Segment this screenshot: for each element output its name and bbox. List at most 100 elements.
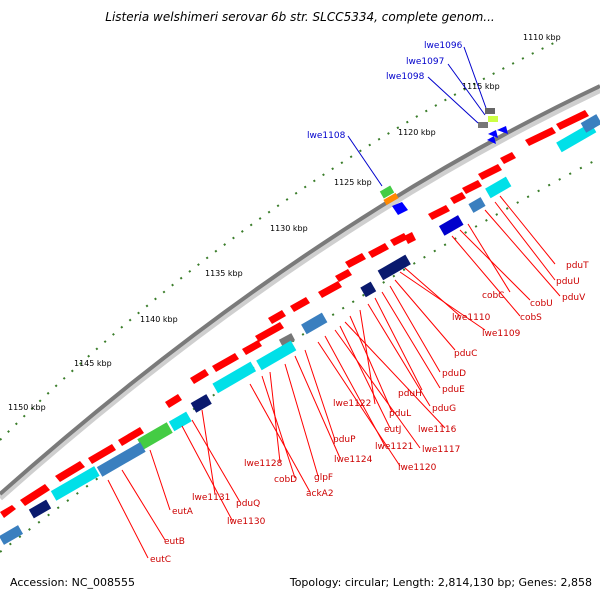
tick-label: 1150 kbp xyxy=(8,403,46,412)
gene-label-lwe1128[interactable]: lwe1128 xyxy=(244,459,283,469)
tick-labels: 1110 kbp 1115 kbp 1120 kbp 1125 kbp 1130… xyxy=(8,33,561,412)
gene-block[interactable] xyxy=(485,176,512,199)
gene-arrow[interactable] xyxy=(525,127,556,146)
gene-label-pduV[interactable]: pduV xyxy=(562,293,586,303)
gene-block[interactable] xyxy=(212,361,257,394)
gene-arrow[interactable] xyxy=(500,152,516,164)
gene-arrow[interactable] xyxy=(368,243,389,258)
gene-block[interactable] xyxy=(28,499,52,519)
gene-block[interactable] xyxy=(96,442,146,477)
genome-title: Listeria welshimeri serovar 6b str. SLCC… xyxy=(105,10,495,24)
gene-label-lwe1116[interactable]: lwe1116 xyxy=(418,425,457,435)
gene-arrow[interactable] xyxy=(290,297,310,312)
gene-arrow[interactable] xyxy=(20,484,50,506)
gene-label-eutC[interactable]: eutC xyxy=(150,555,171,565)
gene-label-pduC[interactable]: pduC xyxy=(454,349,477,359)
gene-arrow[interactable] xyxy=(404,232,416,244)
tick-label: 1135 kbp xyxy=(205,269,243,278)
tick-label: 1145 kbp xyxy=(74,359,112,368)
red-gene-labels: pduT pduU pduV cobC cobU cobS lwe1110 lw… xyxy=(150,261,589,565)
gene-arrow[interactable] xyxy=(255,322,284,342)
gene-block[interactable] xyxy=(256,340,297,371)
gene-small-arrow[interactable] xyxy=(488,130,498,138)
gene-gray[interactable] xyxy=(278,333,296,347)
gene-label-eutB[interactable]: eutB xyxy=(164,537,185,547)
gene-label-lwe1130[interactable]: lwe1130 xyxy=(227,517,266,527)
gene-label-ackA2[interactable]: ackA2 xyxy=(306,489,334,499)
gene-label-cobU[interactable]: cobU xyxy=(530,299,553,309)
gene-arrow[interactable] xyxy=(345,253,366,268)
red-leader-lines xyxy=(107,195,561,559)
gene-label-pduP[interactable]: pduP xyxy=(333,435,356,445)
gene-block[interactable] xyxy=(190,394,212,413)
gene-label-lwe1121[interactable]: lwe1121 xyxy=(375,442,413,452)
gene-label-pduD[interactable]: pduD xyxy=(442,369,466,379)
gene-arrow[interactable] xyxy=(462,180,482,194)
gene-small-arrow[interactable] xyxy=(497,126,508,134)
gene-label-glpF[interactable]: glpF xyxy=(314,473,333,483)
gene-block[interactable] xyxy=(0,525,24,545)
gene-arrow[interactable] xyxy=(212,353,239,372)
gene-label-lwe1109[interactable]: lwe1109 xyxy=(482,329,521,339)
gene-arrow[interactable] xyxy=(450,192,466,204)
gene-lwe1108-orange[interactable] xyxy=(383,192,399,206)
gene-label-lwe1122[interactable]: lwe1122 xyxy=(333,399,371,409)
gene-block[interactable] xyxy=(50,466,100,501)
gene-label-pduT[interactable]: pduT xyxy=(566,261,589,271)
gene-arrow[interactable] xyxy=(190,369,209,384)
gene-label-pduU[interactable]: pduU xyxy=(556,277,580,287)
gene-block[interactable] xyxy=(580,114,600,133)
gene-arrow[interactable] xyxy=(165,394,182,408)
gene-block[interactable] xyxy=(468,197,486,213)
gene-lwe1098[interactable] xyxy=(478,122,488,128)
gene-block[interactable] xyxy=(377,254,411,281)
tick-label: 1140 kbp xyxy=(140,315,178,324)
gene-label-pduH[interactable]: pduH xyxy=(398,389,422,399)
gene-block[interactable] xyxy=(438,215,464,236)
gene-label-cobS[interactable]: cobS xyxy=(520,313,542,323)
accession-text: Accession: NC_008555 xyxy=(10,576,136,589)
gene-label-pduG[interactable]: pduG xyxy=(432,404,456,414)
gene-arrow[interactable] xyxy=(556,110,589,130)
gene-arrow[interactable] xyxy=(478,164,502,180)
gene-label-pduQ[interactable]: pduQ xyxy=(236,499,260,509)
gene-block[interactable] xyxy=(360,281,377,298)
gene-arrow[interactable] xyxy=(318,281,342,298)
gene-green[interactable] xyxy=(137,422,173,450)
gene-label-pduE[interactable]: pduE xyxy=(442,385,465,395)
gene-lwe1108-green[interactable] xyxy=(379,185,395,199)
gene-label-eutJ[interactable]: eutJ xyxy=(384,425,401,435)
gene-lwe1097[interactable] xyxy=(488,116,498,122)
gene-lwe1096[interactable] xyxy=(485,108,495,114)
gene-label-cobD[interactable]: cobD xyxy=(274,475,297,485)
gene-label-cobC[interactable]: cobC xyxy=(482,291,504,301)
gene-label-lwe1110[interactable]: lwe1110 xyxy=(452,313,491,323)
gene-label-lwe1097[interactable]: lwe1097 xyxy=(406,57,444,67)
gene-label-lwe1117[interactable]: lwe1117 xyxy=(422,445,460,455)
gene-arrow[interactable] xyxy=(268,310,286,324)
gene-arrow[interactable] xyxy=(335,269,352,282)
gene-label-lwe1108[interactable]: lwe1108 xyxy=(307,131,346,141)
gene-arrow[interactable] xyxy=(428,205,450,220)
gene-lwe1108-arrow[interactable] xyxy=(392,202,408,215)
gene-label-lwe1124[interactable]: lwe1124 xyxy=(334,455,373,465)
gene-label-eutA[interactable]: eutA xyxy=(172,507,194,517)
gene-small-arrow[interactable] xyxy=(487,136,496,144)
outer-tick-ring xyxy=(0,39,561,441)
gene-arrow[interactable] xyxy=(88,444,116,464)
gene-label-lwe1131[interactable]: lwe1131 xyxy=(192,493,230,503)
gene-arrow[interactable] xyxy=(242,340,262,355)
gene-label-pduL[interactable]: pduL xyxy=(389,409,411,419)
gene-arrow[interactable] xyxy=(390,233,408,246)
gene-label-lwe1096[interactable]: lwe1096 xyxy=(424,41,463,51)
backbone xyxy=(0,84,600,496)
gene-arrow[interactable] xyxy=(118,427,144,446)
gene-arrow[interactable] xyxy=(55,461,85,482)
gene-block[interactable] xyxy=(301,312,328,335)
gene-arrow[interactable] xyxy=(0,505,16,518)
reverse-strand-genes xyxy=(0,114,600,545)
gene-label-lwe1098[interactable]: lwe1098 xyxy=(386,72,425,82)
gene-block[interactable] xyxy=(168,411,192,432)
gene-label-lwe1120[interactable]: lwe1120 xyxy=(398,463,437,473)
